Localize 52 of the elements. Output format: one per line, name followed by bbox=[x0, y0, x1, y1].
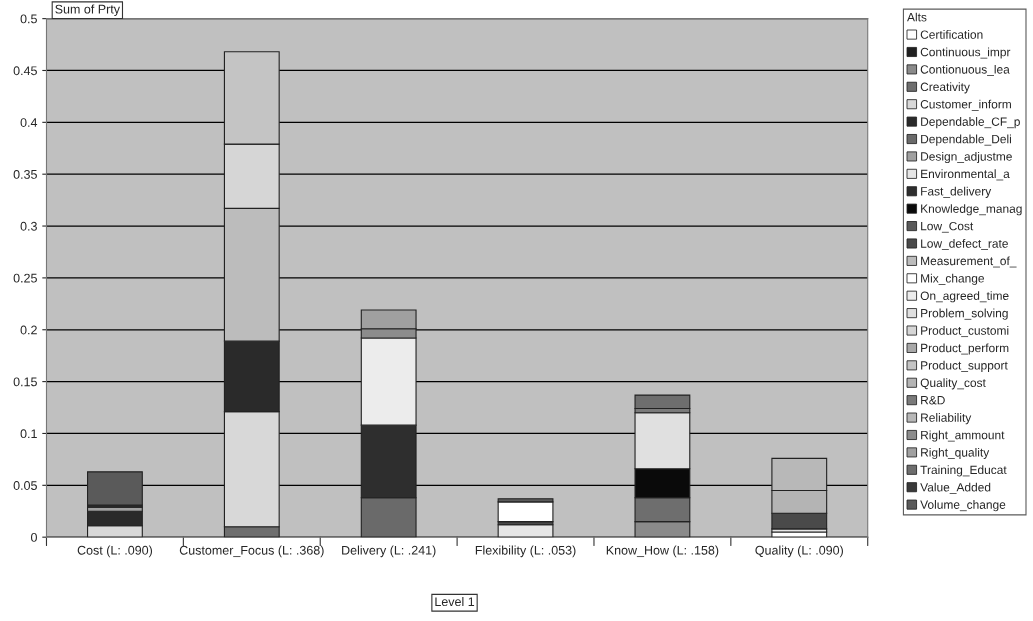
y-tick-label: 0.1 bbox=[20, 429, 37, 439]
legend-label: Low_Cost bbox=[921, 221, 974, 233]
y-tick-label: 0 bbox=[30, 532, 37, 542]
legend-title: Alts bbox=[907, 12, 927, 22]
legend-label: Volume_change bbox=[920, 500, 1006, 512]
legend-label: Mix_change bbox=[921, 273, 985, 285]
x-tick-label: Quality (L: .090) bbox=[755, 545, 843, 558]
legend-label: Reliability bbox=[921, 413, 972, 425]
legend-label: Problem_solving bbox=[921, 308, 1008, 320]
legend-label: Product_customi bbox=[921, 326, 1009, 338]
legend-label: Contionuous_lea bbox=[920, 64, 1010, 76]
legend-label: Creativity bbox=[920, 82, 970, 94]
legend-label: Knowledge_manag bbox=[921, 204, 1022, 216]
bar bbox=[634, 394, 691, 410]
x-tick-label: Customer_Focus (L: .368) bbox=[179, 545, 324, 558]
y-tick-label: 0.4 bbox=[20, 118, 38, 127]
y-tick-label: 0.45 bbox=[13, 66, 37, 76]
y-tick-label: 0.25 bbox=[13, 273, 37, 283]
x-axis-title: Level 1 bbox=[435, 596, 475, 607]
y-axis-title: Sum of Prty bbox=[55, 4, 120, 17]
legend-label: R&D bbox=[921, 396, 945, 405]
legend-label: Dependable_Deli bbox=[921, 134, 1011, 146]
legend-label: Design_adjustme bbox=[921, 151, 1012, 164]
y-tick-label: 0.35 bbox=[13, 169, 37, 179]
x-tick-label: Know_How (L: .158) bbox=[606, 545, 719, 558]
legend-label: Low_defect_rate bbox=[921, 238, 1008, 251]
y-tick-label: 0.5 bbox=[20, 14, 37, 24]
legend-label: Fast_delivery bbox=[921, 186, 992, 198]
legend-label: Certification bbox=[920, 30, 983, 39]
legend-label: Value_Added bbox=[920, 482, 991, 494]
legend-label: Measurement_of_ bbox=[921, 256, 1017, 268]
legend-label: Dependable_CF_p bbox=[921, 117, 1020, 129]
bar bbox=[86, 471, 143, 506]
x-tick-label: Cost (L: .090) bbox=[77, 545, 153, 558]
y-tick-label: 0.2 bbox=[20, 325, 37, 335]
legend-label: Environmental_a bbox=[921, 169, 1010, 181]
legend-label: Customer_inform bbox=[920, 99, 1011, 111]
legend-label: Product_support bbox=[921, 360, 1008, 372]
legend-label: On_agreed_time bbox=[920, 291, 1009, 303]
y-tick-label: 0.15 bbox=[13, 377, 37, 387]
y-tick-label: 0.05 bbox=[13, 481, 37, 490]
bar bbox=[497, 524, 554, 538]
y-tick-label: 0.3 bbox=[20, 221, 37, 231]
x-tick-label: Delivery (L: .241) bbox=[342, 545, 436, 558]
legend-label: Training_Educat bbox=[920, 465, 1007, 477]
legend-label: Right_quality bbox=[921, 447, 990, 460]
legend-label: Continuous_impr bbox=[920, 47, 1011, 59]
legend-label: Product_perform bbox=[921, 343, 1009, 355]
legend-label: Quality_cost bbox=[920, 378, 986, 390]
x-tick-label: Flexibility (L: .053) bbox=[475, 545, 576, 558]
bar bbox=[497, 501, 554, 523]
legend-label: Right_ammount bbox=[921, 430, 1005, 442]
